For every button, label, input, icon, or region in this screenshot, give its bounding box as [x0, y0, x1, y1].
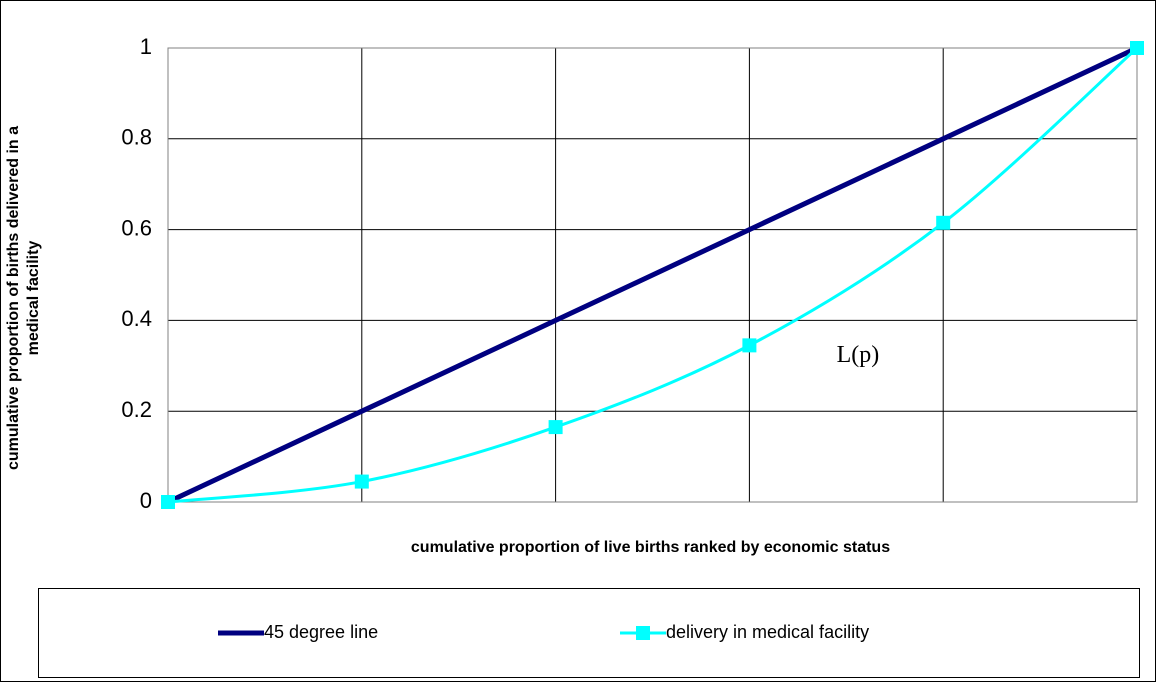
plot-area: [167, 47, 1138, 503]
y-tick-label: 1: [140, 34, 152, 59]
series-line: [166, 45, 1139, 505]
legend-label: delivery in medical facility: [666, 622, 869, 642]
data-point: [1130, 41, 1144, 55]
data-point: [936, 215, 951, 230]
legend-marker: [636, 626, 650, 640]
legend-label: 45 degree line: [264, 622, 378, 642]
legend-box: [38, 588, 1140, 678]
y-tick-label: 0.6: [121, 215, 152, 240]
y-tick-label: 0.4: [121, 306, 152, 331]
data-point: [161, 495, 175, 509]
y-tick-label: 0: [140, 488, 152, 513]
y-tick-label: 0.2: [121, 397, 152, 422]
series-line: [167, 46, 1139, 504]
y-tick-label: 0.8: [121, 125, 152, 150]
y-axis-title: medical facility: [25, 241, 42, 356]
y-axis-title: cumulative proportion of births delivere…: [5, 126, 22, 470]
data-point: [742, 338, 757, 353]
data-point: [354, 474, 369, 489]
x-axis-title: cumulative proportion of live births ran…: [411, 539, 890, 556]
annotation: L(p): [837, 342, 880, 368]
data-point: [548, 420, 563, 435]
